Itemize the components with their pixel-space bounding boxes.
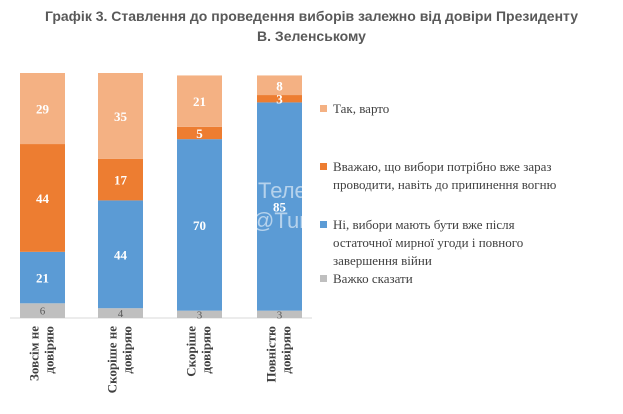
data-label-3-1: 3 [197,309,203,321]
category-label-1: Зовсім не довіряю [27,326,57,381]
category-label-1-line-2: довіряю [42,326,57,374]
chart-title-line2: В. Зеленському [257,28,366,44]
category-label-3-line-1: Скоріше [184,326,199,377]
legend-item-3: Ні, вибори мають бути вже після остаточно… [320,216,523,270]
legend-label-4: Важко сказати [333,271,413,286]
bar-segment-4-4 [257,75,302,96]
data-label-2-1: 4 [118,308,124,320]
data-label-4-2: 85 [273,200,287,215]
bar-segment-3-4 [177,75,222,127]
category-label-4: Повністю довіряю [264,326,294,383]
bar-segment-3-2 [177,139,222,311]
data-label-4-1: 3 [277,309,283,321]
data-label-2-2: 44 [114,247,128,262]
legend-item-2: Вважаю, що вибори потрібно вже зараз пров… [320,158,556,194]
category-label-2: Скоріше не довіряю [105,326,135,394]
legend-swatch-4 [320,275,327,282]
legend-label-3: Ні, вибори мають бути вже після остаточно… [333,217,524,268]
legend-swatch-1 [320,105,327,112]
bar-segment-3-1 [177,310,222,318]
legend-item-4: Важко сказати [320,270,413,288]
bar-segment-3-3 [177,126,222,140]
chart-title: Графік 3. Ставлення до проведення виборі… [0,6,623,46]
category-label-2-line-2: довіряю [120,326,135,374]
data-label-4-3: 3 [276,92,283,107]
bar-segment-1-3 [20,144,65,252]
data-label-1-4: 29 [36,102,50,117]
bar-segment-2-1 [98,308,143,318]
category-label-3-line-2: довіряю [199,326,214,374]
legend-label-1: Так, варто [333,101,390,116]
legend-swatch-3 [320,221,327,228]
legend-item-1: Так, варто [320,100,389,118]
bar-segment-1-4 [20,73,65,145]
legend-swatch-2 [320,163,327,170]
category-label-2-line-1: Скоріше не [105,326,120,394]
data-label-2-4: 35 [114,109,128,124]
data-label-4-4: 8 [276,78,283,93]
data-label-1-1: 6 [40,306,46,318]
data-label-1-3: 44 [36,191,50,206]
bar-segment-4-1 [257,310,302,318]
chart-title-line1: Графік 3. Ставлення до проведення виборі… [44,8,579,24]
bar-segment-4-3 [257,95,302,103]
bar-segment-2-4 [98,73,143,159]
category-label-4-line-2: довіряю [279,326,294,374]
data-label-3-2: 70 [193,218,206,233]
category-label-3: Скоріше довіряю [184,326,214,377]
bar-segment-4-2 [257,102,302,311]
data-label-3-4: 21 [193,94,206,109]
bar-segment-2-3 [98,158,143,201]
bar-segment-2-2 [98,200,143,309]
category-label-1-line-1: Зовсім не [27,326,42,381]
data-label-2-3: 17 [114,173,128,188]
bar-segment-1-2 [20,251,65,304]
category-label-4-line-1: Повністю [264,326,279,383]
legend-label-2: Вважаю, що вибори потрібно вже зараз пров… [333,159,557,192]
data-label-1-2: 21 [36,271,49,286]
bar-segment-1-1 [20,303,65,318]
data-label-3-3: 5 [196,126,203,141]
